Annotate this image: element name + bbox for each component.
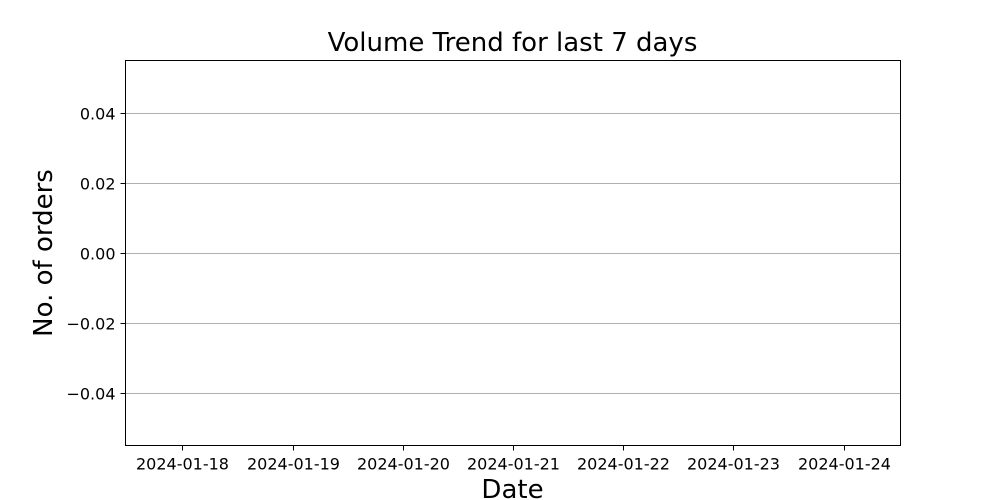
x-tick-label: 2024-01-24 xyxy=(798,455,891,474)
plot-area-frame xyxy=(125,60,901,446)
x-tick-label: 2024-01-21 xyxy=(467,455,560,474)
y-tick-label: 0.04 xyxy=(80,105,116,124)
x-tick-label: 2024-01-18 xyxy=(136,455,229,474)
x-tick-label: 2024-01-22 xyxy=(577,455,670,474)
chart-title: Volume Trend for last 7 days xyxy=(328,28,698,58)
x-tick-label: 2024-01-20 xyxy=(357,455,450,474)
y-tick-label: 0.02 xyxy=(80,175,116,194)
x-axis-label: Date xyxy=(481,475,543,500)
y-tick-label: −0.04 xyxy=(66,385,115,404)
x-tick-label: 2024-01-19 xyxy=(247,455,340,474)
y-tick-label: −0.02 xyxy=(66,315,115,334)
y-axis-label: No. of orders xyxy=(29,169,59,337)
y-gridlines xyxy=(125,113,901,394)
x-axis-ticks: 2024-01-18 2024-01-19 2024-01-20 2024-01-21… xyxy=(136,445,891,474)
x-tick-label: 2024-01-23 xyxy=(687,455,780,474)
y-axis-ticks: −0.04 −0.02 0.00 0.02 0.04 xyxy=(66,105,126,404)
y-tick-label: 0.00 xyxy=(80,245,116,264)
